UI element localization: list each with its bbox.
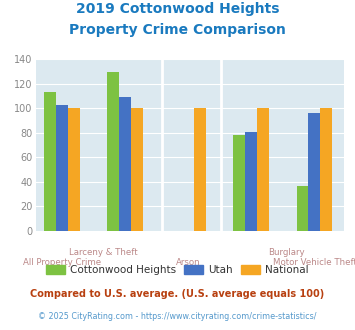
Legend: Cottonwood Heights, Utah, National: Cottonwood Heights, Utah, National (42, 261, 313, 280)
Bar (257, 109, 269, 231)
Text: Property Crime Comparison: Property Crime Comparison (69, 23, 286, 37)
Text: Motor Vehicle Theft: Motor Vehicle Theft (273, 258, 355, 267)
Bar (194, 109, 206, 231)
Bar (296, 186, 308, 231)
Bar (321, 109, 332, 231)
Text: Arson: Arson (176, 258, 201, 267)
Bar (56, 105, 68, 231)
Bar (68, 109, 80, 231)
Text: Compared to U.S. average. (U.S. average equals 100): Compared to U.S. average. (U.S. average … (31, 289, 324, 299)
Text: Burglary: Burglary (268, 248, 305, 257)
Bar (131, 109, 143, 231)
Text: All Property Crime: All Property Crime (23, 258, 101, 267)
Text: 2019 Cottonwood Heights: 2019 Cottonwood Heights (76, 2, 279, 16)
Text: Larceny & Theft: Larceny & Theft (69, 248, 138, 257)
Bar (119, 97, 131, 231)
Bar (308, 113, 321, 231)
Bar (234, 135, 245, 231)
Bar (44, 92, 56, 231)
Text: © 2025 CityRating.com - https://www.cityrating.com/crime-statistics/: © 2025 CityRating.com - https://www.city… (38, 312, 317, 321)
Bar (107, 72, 119, 231)
Bar (245, 132, 257, 231)
